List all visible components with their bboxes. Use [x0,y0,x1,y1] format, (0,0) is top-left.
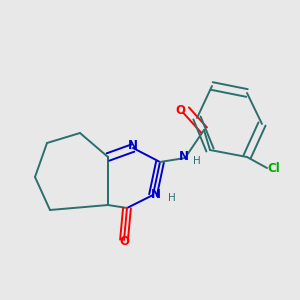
Text: N: N [151,188,161,202]
Text: O: O [176,103,186,116]
Text: N: N [128,139,138,152]
Text: H: H [168,193,176,203]
Text: H: H [193,156,201,166]
Text: Cl: Cl [267,161,280,175]
Text: N: N [178,150,188,163]
Text: O: O [119,235,129,248]
